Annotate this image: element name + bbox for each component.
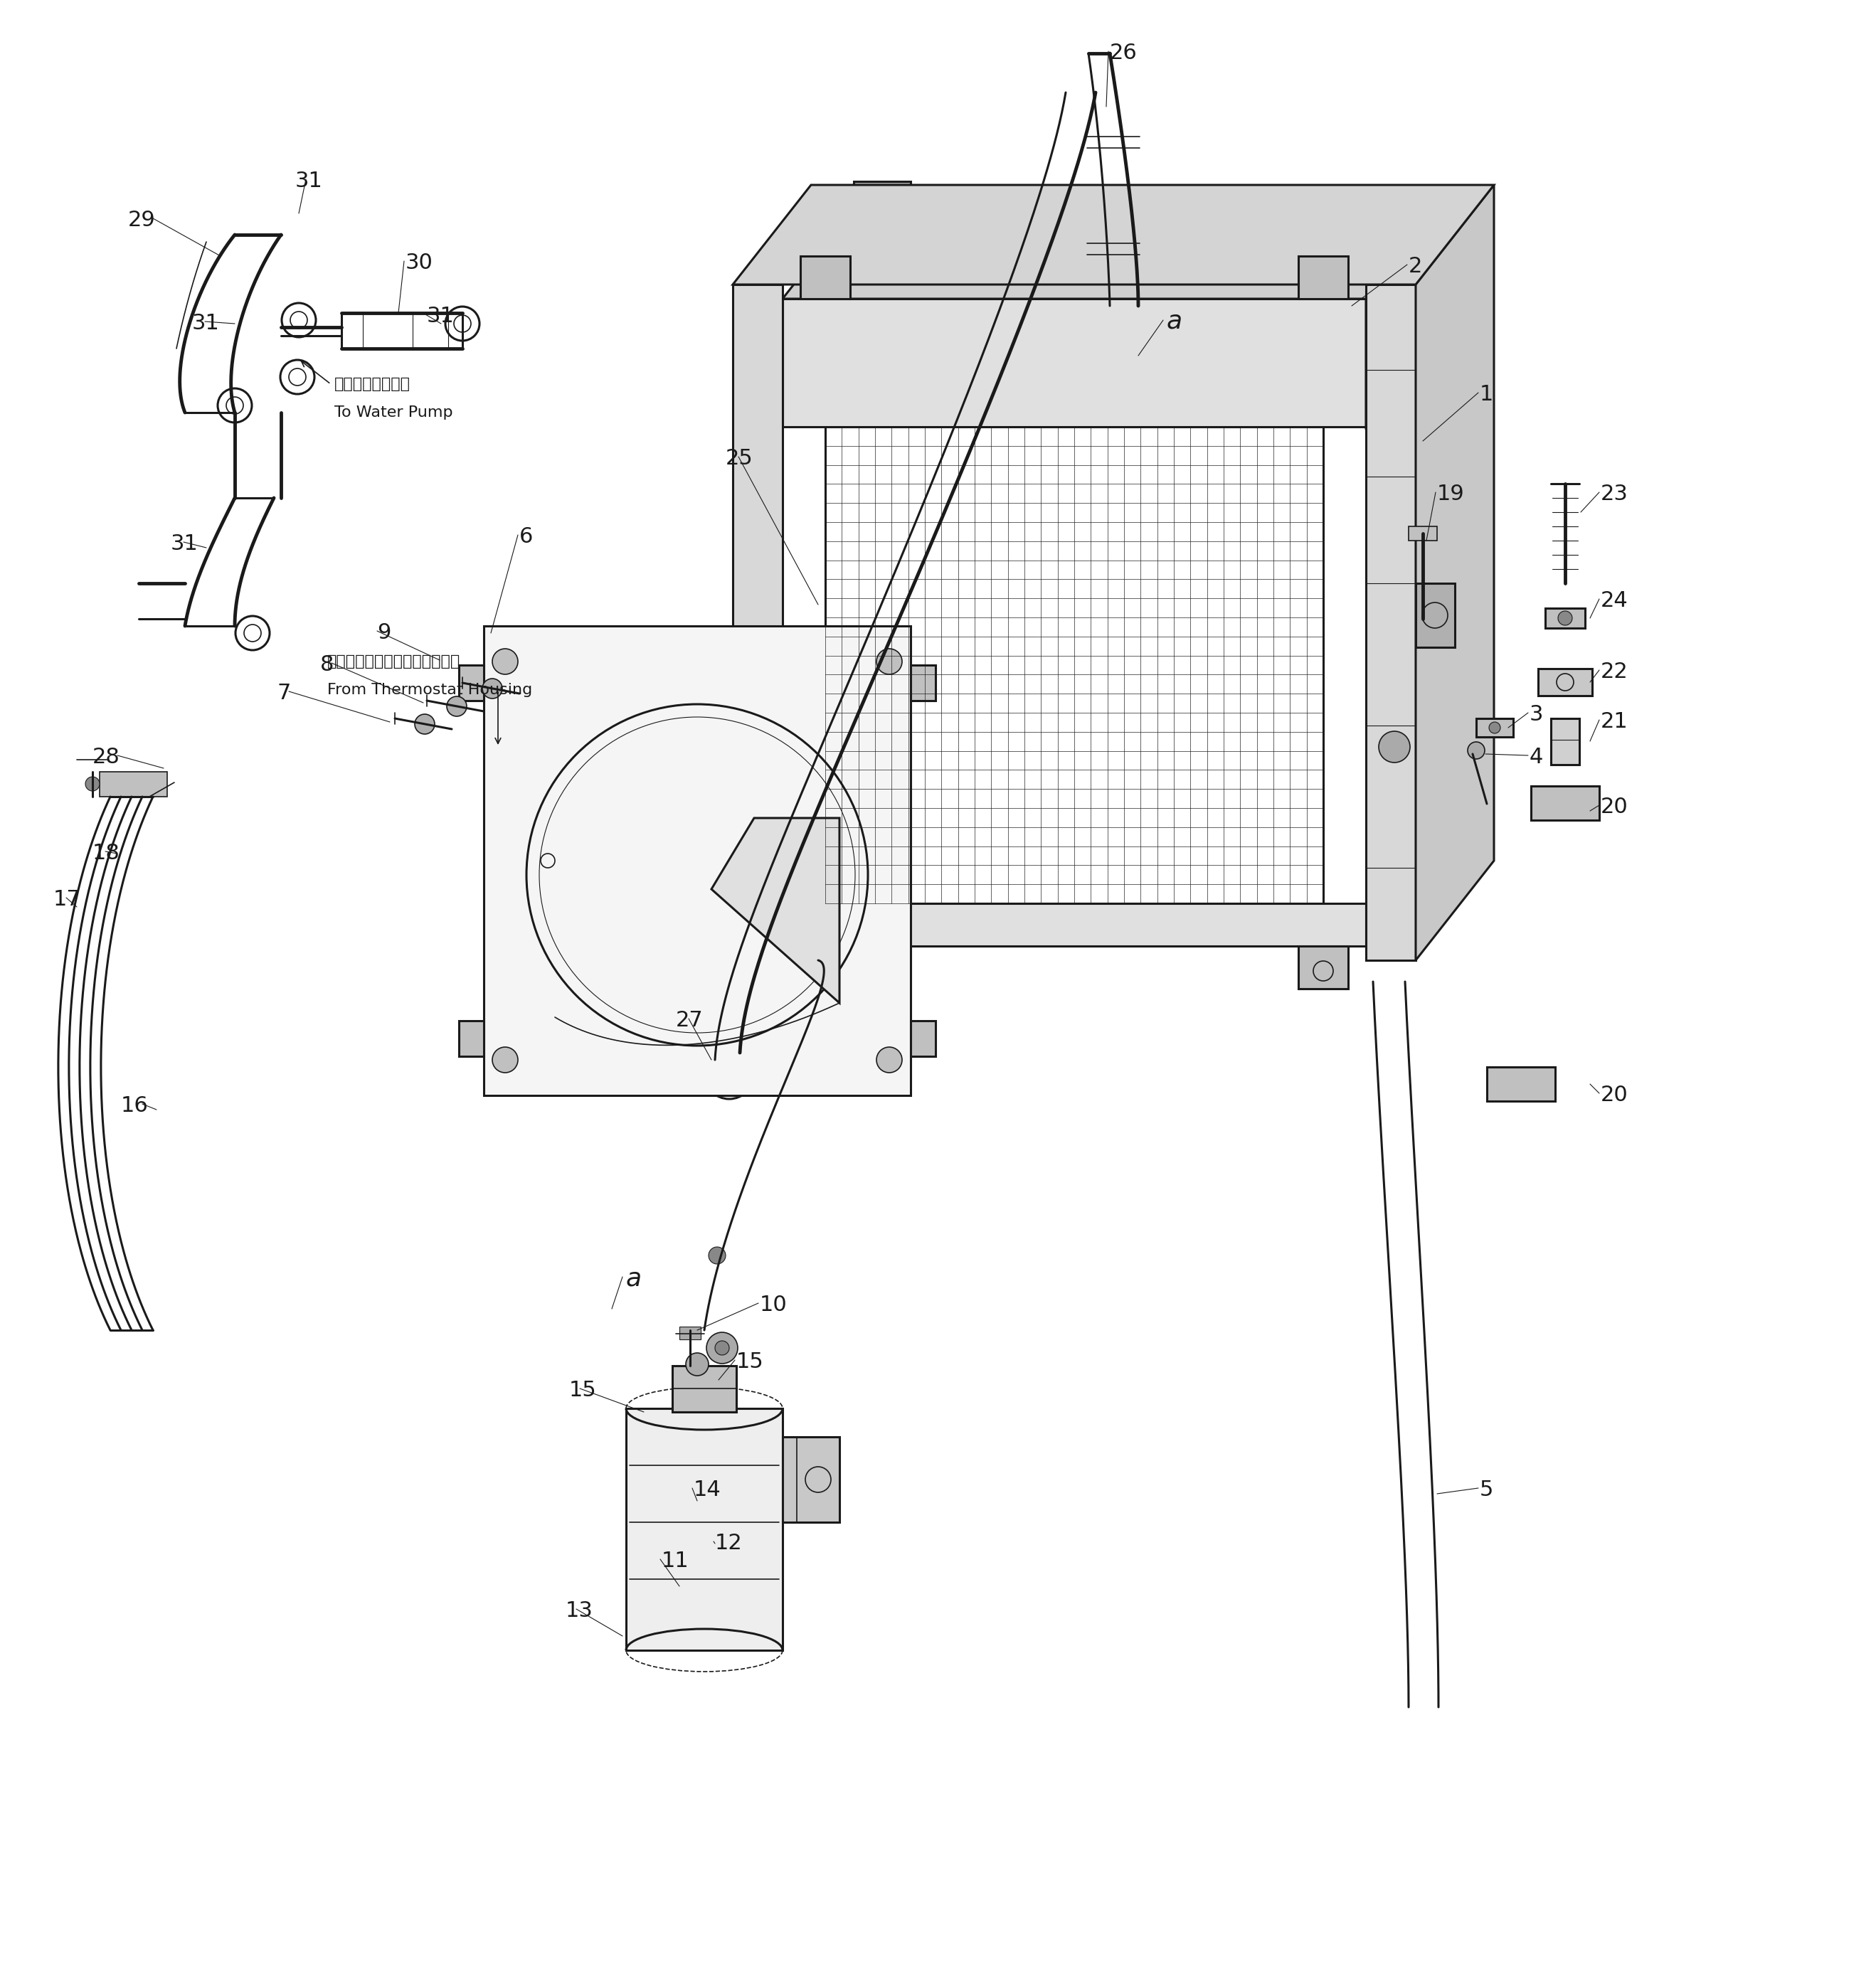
Bar [854, 181, 910, 216]
Text: 8: 8 [321, 655, 334, 675]
Text: 22: 22 [1600, 661, 1628, 681]
Bar [1551, 719, 1580, 765]
Text: 3: 3 [1529, 705, 1544, 725]
Text: 17: 17 [53, 890, 81, 910]
Circle shape [1379, 731, 1411, 763]
Bar [1298, 945, 1349, 989]
Polygon shape [782, 298, 1366, 427]
Bar [801, 256, 850, 298]
Text: 28: 28 [92, 747, 120, 767]
Circle shape [1490, 723, 1501, 733]
Text: From Thermostat Housing: From Thermostat Housing [326, 683, 533, 697]
Bar [460, 1021, 484, 1057]
Polygon shape [711, 818, 839, 1003]
Text: 26: 26 [1111, 42, 1137, 64]
Bar [460, 665, 484, 701]
Text: To Water Pump: To Water Pump [334, 405, 452, 419]
Text: 29: 29 [128, 211, 156, 230]
Bar [672, 1366, 735, 1412]
Text: 31: 31 [171, 534, 199, 554]
Text: 12: 12 [715, 1533, 743, 1553]
Text: 4: 4 [1529, 747, 1544, 767]
Polygon shape [484, 626, 910, 1096]
Text: 21: 21 [1600, 711, 1628, 733]
Circle shape [1557, 612, 1572, 626]
Bar [679, 1327, 702, 1339]
Text: 31: 31 [428, 306, 454, 326]
Polygon shape [782, 199, 1445, 298]
Text: 2: 2 [1409, 256, 1422, 276]
Text: 14: 14 [694, 1480, 720, 1499]
Text: 15: 15 [568, 1380, 597, 1400]
Text: 5: 5 [1480, 1480, 1493, 1499]
Circle shape [687, 1352, 709, 1376]
Bar [1538, 669, 1593, 695]
Circle shape [876, 649, 902, 675]
Circle shape [707, 1333, 737, 1364]
Text: 13: 13 [565, 1601, 593, 1621]
Polygon shape [734, 185, 1493, 284]
Circle shape [709, 1247, 726, 1263]
Bar [1531, 786, 1598, 820]
Text: ウォータポンプへ: ウォータポンプへ [334, 377, 411, 391]
Circle shape [876, 1047, 902, 1072]
Text: 20: 20 [1600, 1084, 1628, 1106]
Polygon shape [782, 904, 1366, 945]
Text: 23: 23 [1600, 485, 1628, 504]
Text: 15: 15 [735, 1352, 764, 1372]
Text: a: a [627, 1267, 642, 1291]
Text: 18: 18 [92, 842, 120, 864]
Circle shape [715, 1341, 730, 1354]
Bar [1416, 584, 1456, 647]
Text: サーモスタットハウジングから: サーモスタットハウジングから [326, 655, 460, 669]
Bar [1488, 1066, 1555, 1100]
Text: 30: 30 [405, 252, 433, 274]
Polygon shape [1366, 284, 1416, 961]
Polygon shape [1366, 199, 1445, 427]
Text: 19: 19 [1437, 485, 1465, 504]
Polygon shape [734, 284, 782, 961]
Text: 31: 31 [191, 314, 219, 334]
Text: 9: 9 [377, 622, 390, 643]
Circle shape [492, 1047, 518, 1072]
Text: 31: 31 [295, 171, 323, 191]
Text: 20: 20 [1600, 796, 1628, 818]
Text: 24: 24 [1600, 590, 1628, 612]
Text: 7: 7 [278, 683, 291, 703]
Circle shape [492, 649, 518, 675]
Polygon shape [627, 1408, 782, 1650]
Bar [910, 1021, 936, 1057]
Circle shape [446, 697, 467, 717]
Bar [910, 665, 936, 701]
Circle shape [86, 777, 99, 790]
Bar [1546, 608, 1585, 628]
Text: 11: 11 [662, 1551, 688, 1571]
Text: 6: 6 [520, 526, 533, 546]
Text: 10: 10 [760, 1295, 788, 1315]
Text: 16: 16 [120, 1096, 148, 1116]
Circle shape [1467, 743, 1484, 759]
Bar [1409, 526, 1437, 540]
Bar [1476, 719, 1514, 737]
Text: a: a [1167, 310, 1182, 334]
Bar [801, 945, 850, 989]
Text: 1: 1 [1480, 383, 1493, 405]
Circle shape [415, 715, 435, 735]
Bar [782, 1436, 839, 1521]
Bar [99, 773, 167, 796]
Polygon shape [1416, 185, 1493, 961]
Text: 25: 25 [726, 449, 752, 469]
Circle shape [482, 679, 503, 699]
Bar [1298, 256, 1349, 298]
Text: 27: 27 [675, 1011, 704, 1031]
